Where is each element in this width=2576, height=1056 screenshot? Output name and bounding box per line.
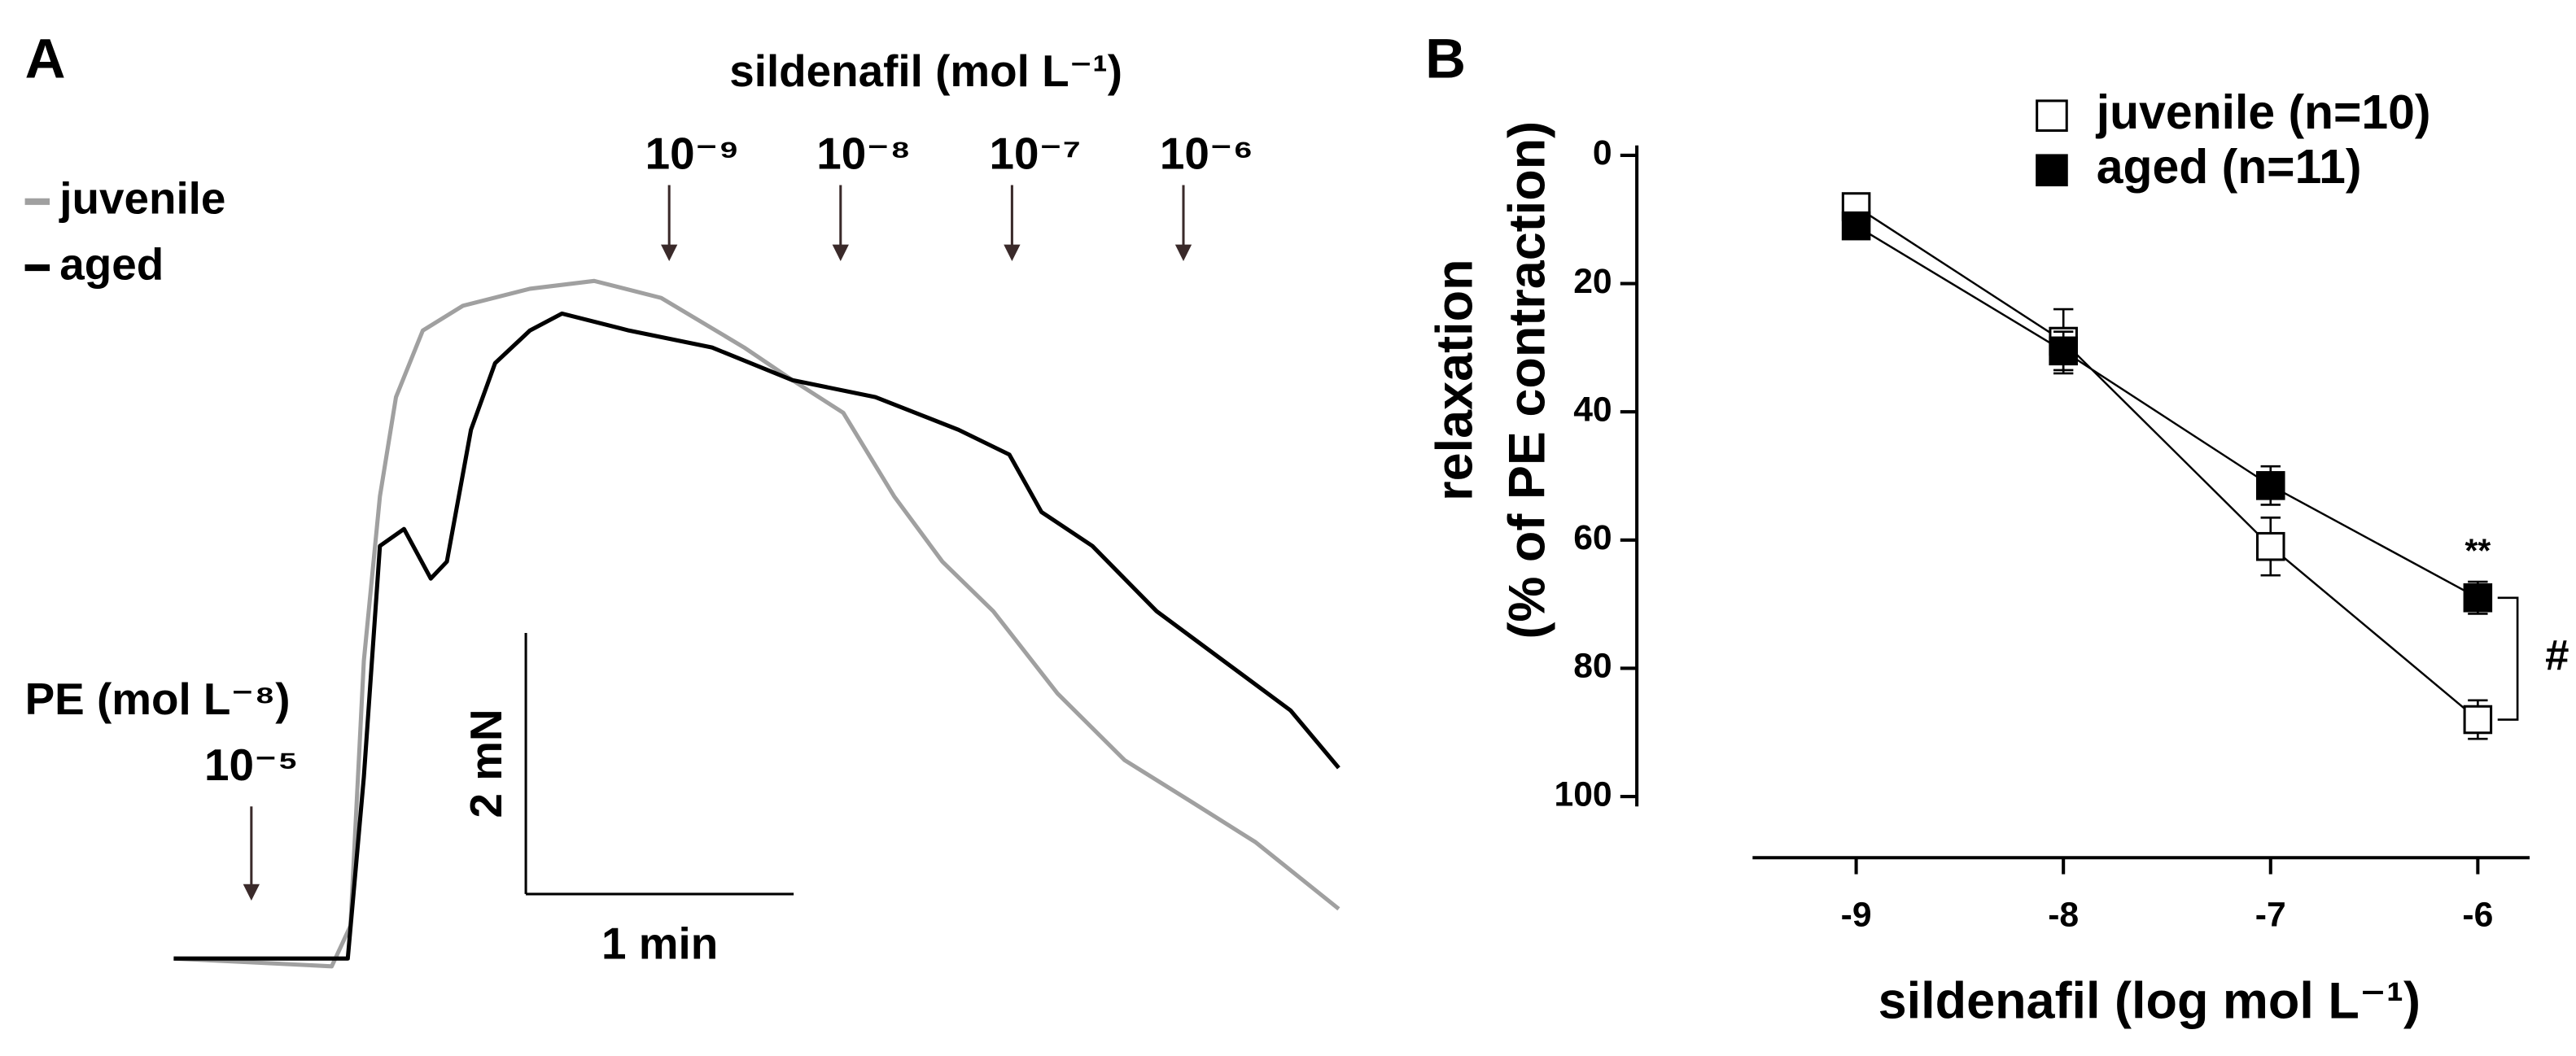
stimulus-label: sildenafil (mol L⁻¹) (729, 46, 1122, 96)
x-axis-label: sildenafil (log mol L⁻¹) (1878, 973, 2421, 1030)
dose-arrow-head (661, 244, 678, 261)
dose-arrow-head (832, 244, 849, 261)
marker (2463, 583, 2493, 613)
legend-label: juvenile (59, 172, 225, 223)
x-tick-label: -9 (1841, 896, 1872, 935)
y-tick-label: 0 (1593, 133, 1612, 172)
dose-label: 10⁻⁸ (816, 128, 911, 178)
legend-label: juvenile (n=10) (2096, 86, 2431, 139)
panel-label: A (25, 26, 66, 89)
y-tick-label: 20 (1573, 262, 1612, 301)
dose-arrow-head (1004, 244, 1021, 261)
marker (2463, 705, 2493, 735)
x-tick-label: -8 (2048, 896, 2079, 935)
annotation: ** (2465, 531, 2491, 569)
legend-marker (2036, 99, 2068, 132)
dose-label: 10⁻⁶ (1160, 128, 1253, 178)
annotation: # (2545, 632, 2569, 680)
x-tick-label: -7 (2255, 896, 2286, 935)
y-tick-label: 60 (1573, 518, 1612, 557)
significance-bracket (2497, 596, 2519, 721)
dose-arrow-head (1174, 244, 1192, 261)
y-axis-label: (% of PE contraction) (1499, 121, 1556, 639)
marker (2255, 471, 2285, 500)
dose-label: 10⁻⁵ (204, 740, 299, 790)
marker (2049, 336, 2078, 366)
y-tick-label: 40 (1573, 390, 1612, 429)
legend-marker (2036, 154, 2068, 187)
panel-label: B (1425, 26, 1466, 89)
x-tick-label: -6 (2462, 896, 2493, 935)
dose-arrow-head (243, 884, 260, 901)
scalebar-y-label: 2 mN (461, 709, 511, 818)
y-tick-label: 80 (1573, 647, 1612, 686)
y-tick-label: 100 (1554, 775, 1612, 814)
trace (173, 278, 1340, 969)
series-line (1855, 205, 2479, 721)
marker (2255, 531, 2285, 561)
marker (1841, 211, 1871, 241)
legend-label: aged (n=11) (2097, 141, 2362, 194)
scalebar-x-label: 1 min (601, 918, 718, 968)
y-axis-label: relaxation (1426, 259, 1483, 500)
dose-label: 10⁻⁹ (645, 128, 740, 178)
trace (173, 311, 1340, 961)
stimulus-label: PE (mol L⁻⁸) (25, 674, 291, 724)
legend-label: aged (59, 239, 164, 290)
series-line (1855, 225, 2478, 599)
dose-label: 10⁻⁷ (990, 128, 1082, 178)
